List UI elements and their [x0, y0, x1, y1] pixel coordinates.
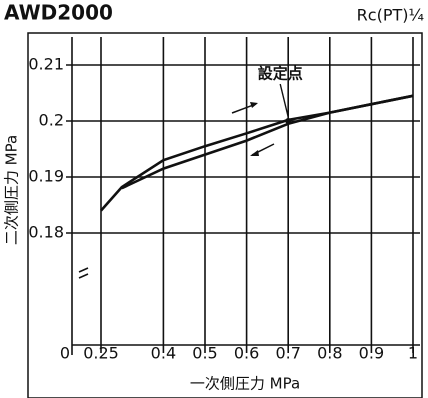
arrow-head: [250, 150, 259, 156]
y-tick-label: 0.18: [28, 223, 64, 242]
frame: [27, 32, 423, 398]
y-tick-label: 0.21: [28, 55, 64, 74]
x-tick-label: 0.9: [359, 344, 384, 363]
x-tick-label: 0.6: [234, 344, 259, 363]
x-tick-label: 1: [408, 344, 418, 363]
axis-break: [78, 267, 89, 273]
x-tick-label: 0.25: [83, 344, 119, 363]
x-tick-label: 0.5: [192, 344, 217, 363]
x-tick-label: 0.8: [317, 344, 342, 363]
x-tick-label: 0.7: [275, 344, 300, 363]
set-point: [285, 118, 292, 124]
annotation-leader: [279, 83, 289, 118]
y-axis-label: 二次側圧力 MPa: [3, 135, 21, 245]
y-tick-label: 0.2: [39, 111, 64, 130]
x-axis-label: 一次側圧力 MPa: [190, 375, 300, 393]
annotation: 設定点: [258, 65, 303, 83]
y-tick-label: 0.19: [28, 167, 64, 186]
axis-break: [78, 273, 89, 279]
curve: [121, 94, 414, 190]
x-tick-label: 0: [60, 344, 70, 363]
chart-title: AWD2000: [4, 1, 113, 25]
chart-subtitle: Rc(PT)¼: [357, 6, 424, 25]
arrow-head: [250, 102, 258, 108]
x-tick-label: 0.4: [151, 344, 176, 363]
